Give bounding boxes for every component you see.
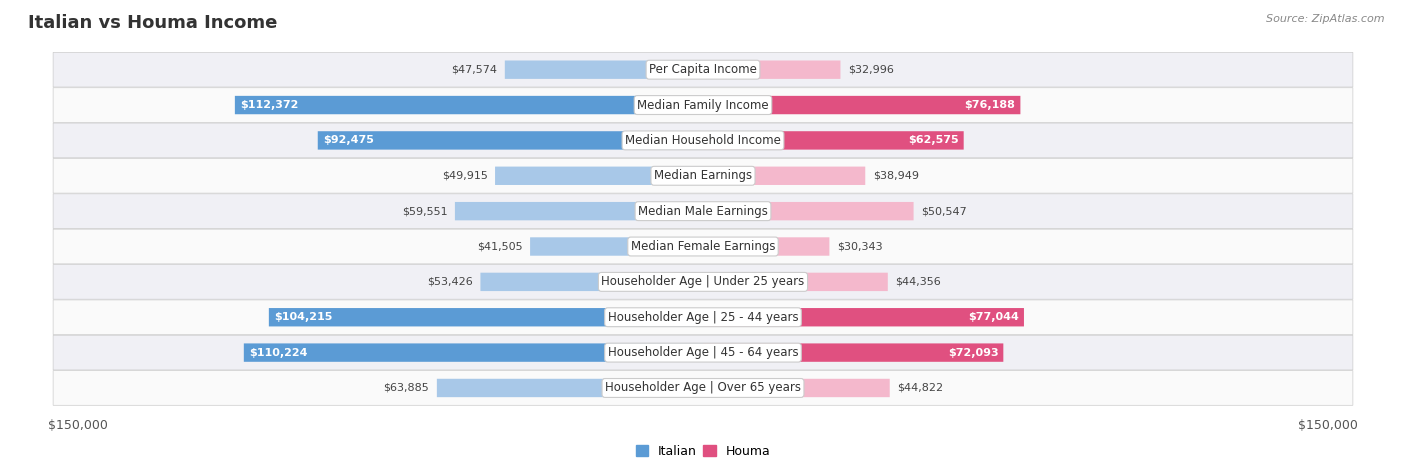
FancyBboxPatch shape xyxy=(703,308,1024,326)
FancyBboxPatch shape xyxy=(437,379,703,397)
Text: Median Male Earnings: Median Male Earnings xyxy=(638,205,768,218)
Text: Median Household Income: Median Household Income xyxy=(626,134,780,147)
FancyBboxPatch shape xyxy=(703,131,963,149)
Text: Per Capita Income: Per Capita Income xyxy=(650,63,756,76)
FancyBboxPatch shape xyxy=(703,273,887,291)
FancyBboxPatch shape xyxy=(53,371,1353,405)
FancyBboxPatch shape xyxy=(703,379,890,397)
FancyBboxPatch shape xyxy=(53,123,1353,158)
FancyBboxPatch shape xyxy=(530,237,703,256)
FancyBboxPatch shape xyxy=(53,300,1353,334)
Text: $59,551: $59,551 xyxy=(402,206,447,216)
FancyBboxPatch shape xyxy=(703,61,841,79)
Text: $112,372: $112,372 xyxy=(240,100,298,110)
FancyBboxPatch shape xyxy=(703,237,830,256)
FancyBboxPatch shape xyxy=(318,131,703,149)
Text: $41,505: $41,505 xyxy=(477,241,523,252)
FancyBboxPatch shape xyxy=(53,229,1353,264)
FancyBboxPatch shape xyxy=(703,343,1004,362)
Text: $110,224: $110,224 xyxy=(249,347,308,358)
FancyBboxPatch shape xyxy=(53,158,1353,193)
Text: $38,949: $38,949 xyxy=(873,171,918,181)
FancyBboxPatch shape xyxy=(269,308,703,326)
Text: Median Female Earnings: Median Female Earnings xyxy=(631,240,775,253)
FancyBboxPatch shape xyxy=(505,61,703,79)
FancyBboxPatch shape xyxy=(703,96,1021,114)
FancyBboxPatch shape xyxy=(456,202,703,220)
Text: $32,996: $32,996 xyxy=(848,65,894,75)
Text: $44,356: $44,356 xyxy=(896,277,941,287)
Text: Householder Age | 45 - 64 years: Householder Age | 45 - 64 years xyxy=(607,346,799,359)
FancyBboxPatch shape xyxy=(703,202,914,220)
FancyBboxPatch shape xyxy=(235,96,703,114)
Text: $30,343: $30,343 xyxy=(837,241,883,252)
Text: $104,215: $104,215 xyxy=(274,312,332,322)
FancyBboxPatch shape xyxy=(53,52,1353,87)
Text: Householder Age | Over 65 years: Householder Age | Over 65 years xyxy=(605,382,801,395)
FancyBboxPatch shape xyxy=(53,335,1353,370)
FancyBboxPatch shape xyxy=(481,273,703,291)
FancyBboxPatch shape xyxy=(243,343,703,362)
Text: $72,093: $72,093 xyxy=(948,347,998,358)
Text: $50,547: $50,547 xyxy=(921,206,967,216)
Text: $49,915: $49,915 xyxy=(441,171,488,181)
Text: $44,822: $44,822 xyxy=(897,383,943,393)
FancyBboxPatch shape xyxy=(53,194,1353,228)
FancyBboxPatch shape xyxy=(53,88,1353,122)
Text: $77,044: $77,044 xyxy=(969,312,1019,322)
Text: Italian vs Houma Income: Italian vs Houma Income xyxy=(28,14,277,32)
FancyBboxPatch shape xyxy=(53,264,1353,299)
Text: Median Earnings: Median Earnings xyxy=(654,169,752,182)
FancyBboxPatch shape xyxy=(703,167,865,185)
Text: Householder Age | Under 25 years: Householder Age | Under 25 years xyxy=(602,276,804,289)
Text: $92,475: $92,475 xyxy=(323,135,374,145)
Text: $62,575: $62,575 xyxy=(908,135,959,145)
Text: Householder Age | 25 - 44 years: Householder Age | 25 - 44 years xyxy=(607,311,799,324)
Text: $63,885: $63,885 xyxy=(384,383,429,393)
Legend: Italian, Houma: Italian, Houma xyxy=(630,440,776,463)
Text: Source: ZipAtlas.com: Source: ZipAtlas.com xyxy=(1267,14,1385,24)
Text: $53,426: $53,426 xyxy=(427,277,472,287)
Text: $47,574: $47,574 xyxy=(451,65,498,75)
FancyBboxPatch shape xyxy=(495,167,703,185)
Text: $76,188: $76,188 xyxy=(965,100,1015,110)
Text: Median Family Income: Median Family Income xyxy=(637,99,769,112)
